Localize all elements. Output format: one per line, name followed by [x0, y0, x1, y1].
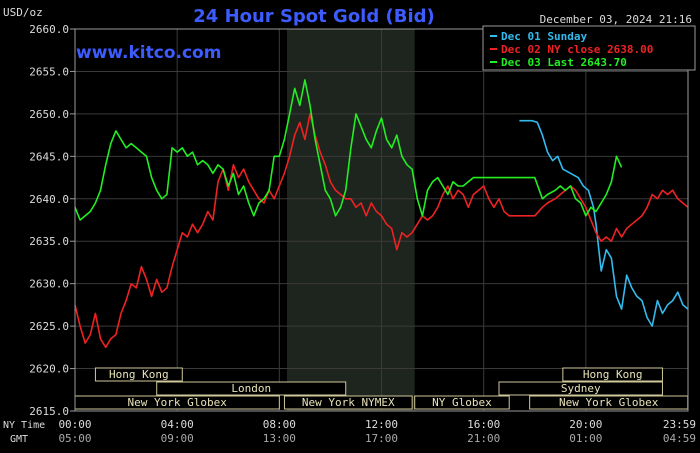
x-tick-label-ny: 23:59: [663, 418, 696, 431]
series-line: [74, 79, 623, 221]
session-label: NY Globex: [432, 396, 492, 409]
x-tick-label-ny: 12:00: [365, 418, 398, 431]
legend-entry: Dec 02 NY close 2638.00: [501, 43, 653, 56]
x-tick-label-gmt: 21:00: [467, 432, 500, 445]
watermark-text: www.kitco.com: [76, 43, 221, 63]
x-tick-label-ny: 04:00: [161, 418, 194, 431]
session-label: London: [231, 382, 271, 395]
session-label: Sydney: [561, 382, 601, 395]
y-tick-label: 2615.0: [29, 405, 69, 418]
y-tick-label: 2660.0: [29, 23, 69, 36]
session-label: New York Globex: [127, 396, 227, 409]
chart-title: 24 Hour Spot Gold (Bid): [193, 6, 434, 27]
y-tick-label: 2630.0: [29, 278, 69, 291]
x-tick-label-ny: 20:00: [569, 418, 602, 431]
session-bar: [94, 367, 183, 382]
y-tick-label: 2620.0: [29, 363, 69, 376]
series-line: [74, 113, 689, 349]
x-tick-label-gmt: 17:00: [365, 432, 398, 445]
y-tick-label: 2625.0: [29, 320, 69, 333]
y-tick-label: 2640.0: [29, 193, 69, 206]
session-bar: [414, 395, 510, 410]
y-axis-tick-labels: 2660.0 2655.0 2650.0 2645.0 2640.0 2635.0 2630…: [29, 23, 69, 418]
y-tick-label: 2655.0: [29, 65, 69, 78]
session-label: New York NYMEX: [302, 396, 395, 409]
x-tick-label-gmt: 04:59: [663, 432, 696, 445]
series-line: [519, 119, 689, 327]
x-tick-label-gmt: 01:00: [569, 432, 602, 445]
y-tick-label: 2635.0: [29, 235, 69, 248]
x-tick-label-gmt: 09:00: [161, 432, 194, 445]
y-tick-label: 2645.0: [29, 150, 69, 163]
x-tick-label-ny: 00:00: [58, 418, 91, 431]
unit-label: USD/oz: [3, 6, 43, 19]
x-tick-label-ny: 16:00: [467, 418, 500, 431]
nymex-session-band: [286, 29, 415, 411]
x-row-label-ny: NY Time: [3, 420, 45, 431]
y-tick-label: 2650.0: [29, 108, 69, 121]
chart-timestamp: December 03, 2024 21:16: [540, 13, 692, 26]
x-tick-label-ny: 08:00: [263, 418, 296, 431]
legend-entry: Dec 01 Sunday: [501, 30, 587, 43]
session-label: New York Globex: [559, 396, 659, 409]
series-lines: [74, 79, 689, 349]
legend-entry: Dec 03 Last 2643.70: [501, 56, 627, 69]
session-label: Hong Kong: [109, 368, 169, 381]
plot-frame: [74, 28, 689, 412]
session-label: Hong Kong: [583, 368, 643, 381]
x-tick-label-gmt: 13:00: [263, 432, 296, 445]
session-bar: [498, 381, 663, 396]
session-bar: [562, 367, 663, 382]
x-row-label-gmt: GMT: [10, 434, 28, 445]
x-tick-label-gmt: 05:00: [58, 432, 91, 445]
session-bar: [156, 381, 347, 396]
session-bar: [283, 395, 413, 410]
legend-box: [482, 25, 696, 71]
